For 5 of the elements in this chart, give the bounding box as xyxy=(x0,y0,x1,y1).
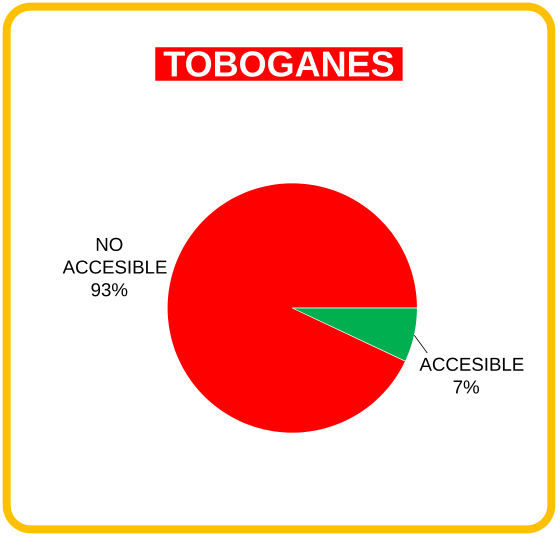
chart-title: TOBOGANES xyxy=(164,51,394,77)
slice-label: ACCESIBLE xyxy=(420,358,524,371)
data-label: 7% xyxy=(454,380,479,394)
data-label: 93% xyxy=(91,283,128,296)
slice-label: NO ACCESIBLE xyxy=(62,238,167,274)
